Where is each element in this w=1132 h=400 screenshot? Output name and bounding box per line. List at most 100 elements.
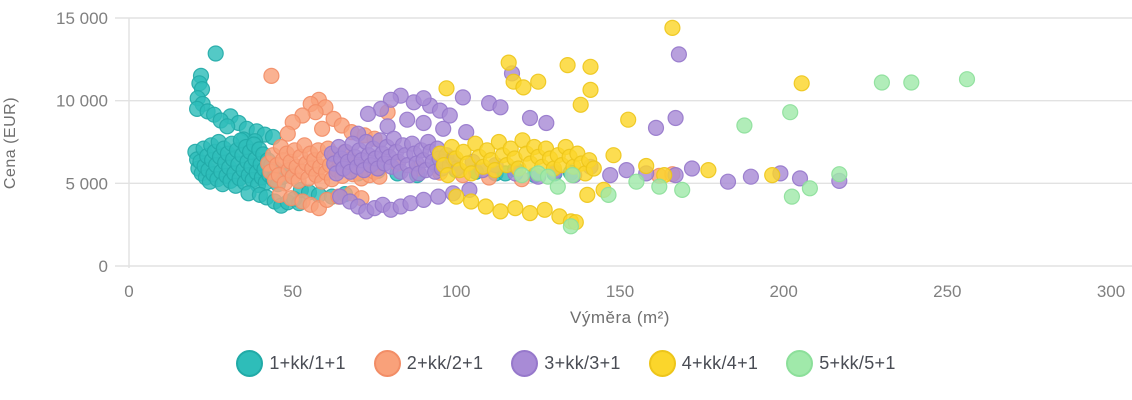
point-5kk-51 <box>564 167 581 184</box>
legend-swatch-5kk-51 <box>786 350 814 377</box>
point-3kk-31 <box>602 167 619 184</box>
scatter-plot: 0 5 000 10 000 15 000 0 50 100 150 200 250 300 <box>56 9 1132 301</box>
legend-item-3kk-31[interactable]: 3+kk/3+1 <box>511 350 620 377</box>
point-4kk-41 <box>572 96 589 113</box>
legend-swatch-1kk-11 <box>236 350 264 377</box>
point-2kk-21 <box>314 120 331 137</box>
x-tick-label: 100 <box>442 282 470 301</box>
legend-item-5kk-51[interactable]: 5+kk/5+1 <box>786 350 895 377</box>
legend-item-4kk-41[interactable]: 4+kk/4+1 <box>648 350 759 377</box>
series-5kk-51 <box>513 71 976 235</box>
point-2kk-21 <box>263 67 280 85</box>
point-3kk-31 <box>399 111 416 128</box>
point-4kk-41 <box>579 186 596 203</box>
point-3kk-31 <box>430 188 447 205</box>
point-4kk-41 <box>700 162 717 179</box>
x-tick-label: 300 <box>1097 282 1125 301</box>
x-tick-label: 200 <box>769 282 797 301</box>
x-tick-label: 0 <box>124 282 133 301</box>
point-3kk-31 <box>647 119 665 137</box>
point-2kk-21 <box>279 125 296 142</box>
legend-item-2kk-21[interactable]: 2+kk/2+1 <box>373 350 484 377</box>
point-4kk-41 <box>438 80 455 97</box>
point-4kk-41 <box>605 147 622 164</box>
point-5kk-51 <box>736 117 753 134</box>
point-4kk-41 <box>664 19 681 36</box>
point-3kk-31 <box>458 124 475 141</box>
point-4kk-41 <box>620 111 637 128</box>
x-tick-label: 150 <box>606 282 634 301</box>
x-tick-label: 250 <box>933 282 961 301</box>
point-3kk-31 <box>454 89 471 106</box>
y-tick-label: 10 000 <box>56 92 108 111</box>
point-5kk-51 <box>801 180 819 197</box>
point-4kk-41 <box>500 54 517 71</box>
point-3kk-31 <box>492 99 509 116</box>
series-3kk-31 <box>323 46 848 220</box>
point-3kk-31 <box>538 114 555 132</box>
point-4kk-41 <box>582 58 599 75</box>
legend-label-5kk-51: 5+kk/5+1 <box>819 353 896 373</box>
point-4kk-41 <box>477 198 494 215</box>
point-3kk-31 <box>667 109 684 127</box>
point-4kk-41 <box>764 167 781 184</box>
point-5kk-51 <box>651 178 668 195</box>
point-4kk-41 <box>793 75 810 92</box>
point-3kk-31 <box>618 162 635 179</box>
point-5kk-51 <box>903 74 920 91</box>
point-3kk-31 <box>683 160 701 177</box>
point-4kk-41 <box>638 157 655 175</box>
legend-label-4kk-41: 4+kk/4+1 <box>681 353 759 373</box>
point-5kk-51 <box>783 188 801 205</box>
point-3kk-31 <box>791 170 809 187</box>
legend-swatch-4kk-41 <box>648 350 676 377</box>
legend-label-2kk-21: 2+kk/2+1 <box>406 353 484 373</box>
legend: 1+kk/1+1 2+kk/2+1 3+kk/3+1 4+kk/4+1 5+kk/5+1 <box>0 350 1132 377</box>
point-5kk-51 <box>873 74 891 91</box>
y-axis-title: Cena (EUR) <box>2 96 19 190</box>
point-4kk-41 <box>559 56 576 74</box>
point-3kk-31 <box>742 168 760 185</box>
legend-swatch-2kk-21 <box>373 350 401 377</box>
series-4kk-41 <box>431 19 810 231</box>
point-5kk-51 <box>562 218 580 235</box>
point-5kk-51 <box>549 178 566 195</box>
point-4kk-41 <box>507 200 524 217</box>
point-3kk-31 <box>415 90 432 107</box>
y-tick-label: 5 000 <box>65 174 108 193</box>
series-1kk-11 <box>187 45 580 214</box>
point-4kk-41 <box>492 203 509 220</box>
point-3kk-31 <box>521 109 539 127</box>
point-3kk-31 <box>359 105 377 123</box>
point-4kk-41 <box>536 201 553 218</box>
point-5kk-51 <box>782 104 799 121</box>
point-3kk-31 <box>670 46 688 63</box>
point-4kk-41 <box>448 188 465 205</box>
point-5kk-51 <box>958 71 976 88</box>
y-tick-label: 0 <box>99 257 108 276</box>
point-4kk-41 <box>585 160 602 177</box>
y-tick-label: 15 000 <box>56 9 108 28</box>
point-3kk-31 <box>435 120 452 137</box>
point-4kk-41 <box>515 79 532 96</box>
point-5kk-51 <box>600 186 617 203</box>
point-5kk-51 <box>674 181 691 198</box>
point-3kk-31 <box>441 107 458 124</box>
legend-swatch-3kk-31 <box>511 350 539 377</box>
point-4kk-41 <box>463 193 480 210</box>
x-tick-label: 50 <box>283 282 302 301</box>
point-5kk-51 <box>539 168 557 185</box>
point-4kk-41 <box>521 205 539 222</box>
x-axis-title: Výměra (m²) <box>570 308 670 327</box>
point-5kk-51 <box>513 167 530 184</box>
point-3kk-31 <box>719 173 737 190</box>
point-3kk-31 <box>415 191 432 208</box>
point-3kk-31 <box>415 114 432 132</box>
point-5kk-51 <box>831 166 848 183</box>
legend-item-1kk-11[interactable]: 1+kk/1+1 <box>236 350 345 377</box>
point-4kk-41 <box>582 81 599 99</box>
point-1kk-11 <box>219 118 236 135</box>
legend-label-3kk-31: 3+kk/3+1 <box>544 353 621 373</box>
point-1kk-11 <box>207 45 224 62</box>
